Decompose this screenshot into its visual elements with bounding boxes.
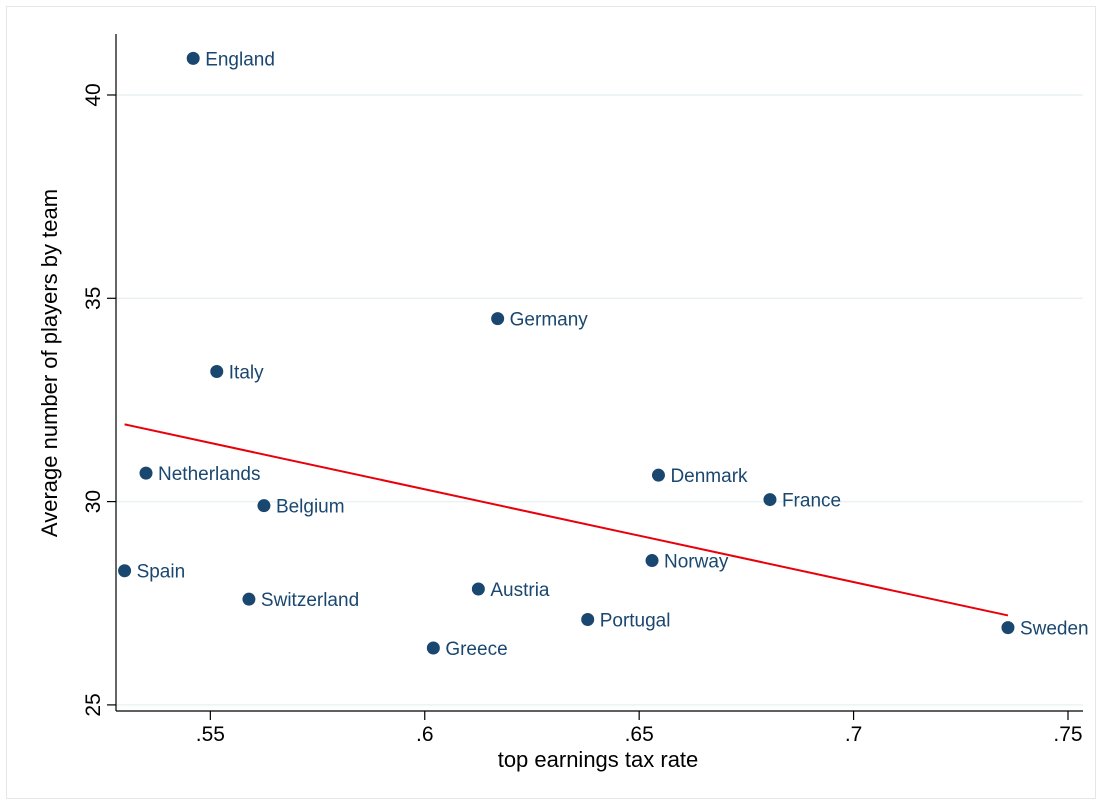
grid-lines bbox=[116, 94, 1083, 706]
data-point-label: France bbox=[782, 491, 841, 512]
data-point bbox=[645, 554, 659, 568]
y-tick-label: 35 bbox=[82, 287, 105, 310]
data-point-label: Austria bbox=[490, 580, 550, 601]
x-tick-label: .65 bbox=[625, 723, 654, 746]
data-point-label: Germany bbox=[510, 310, 589, 331]
data-point-label: Netherlands bbox=[158, 464, 260, 485]
x-axis-title: top earnings tax rate bbox=[498, 747, 699, 772]
chart-border bbox=[6, 6, 1096, 799]
data-point bbox=[581, 613, 595, 627]
data-point-label: Belgium bbox=[276, 497, 345, 518]
data-point-label: England bbox=[205, 49, 275, 70]
data-point bbox=[763, 493, 777, 507]
data-point-label: Switzerland bbox=[261, 590, 359, 611]
axes: 25 30 35 40 .55 .6 .65 .7 .75 bbox=[82, 34, 1083, 746]
data-point bbox=[210, 364, 224, 378]
data-point bbox=[471, 582, 485, 596]
y-tick-label: 40 bbox=[82, 83, 105, 106]
data-point bbox=[139, 466, 153, 480]
data-point bbox=[257, 499, 271, 513]
data-point bbox=[186, 51, 200, 65]
data-point bbox=[651, 468, 665, 482]
x-tick-label: .75 bbox=[1053, 723, 1082, 746]
fitted-line bbox=[124, 423, 1009, 617]
data-point bbox=[242, 592, 256, 606]
data-point bbox=[491, 312, 505, 326]
y-tick-label: 30 bbox=[82, 490, 105, 513]
data-point-label: Sweden bbox=[1020, 619, 1089, 640]
data-point-label: Portugal bbox=[600, 611, 671, 632]
data-points: England Germany Italy Netherlands Belgium Spa… bbox=[118, 49, 1089, 660]
data-point-label: Spain bbox=[137, 562, 186, 583]
data-point bbox=[426, 641, 440, 655]
y-tick-label: 25 bbox=[82, 693, 105, 716]
data-point-label: Italy bbox=[229, 362, 264, 383]
x-tick-label: .55 bbox=[196, 723, 225, 746]
data-point-label: Denmark bbox=[670, 466, 748, 487]
y-axis-title: Average number of players by team bbox=[37, 189, 62, 537]
fit-line-layer bbox=[124, 423, 1009, 617]
x-tick-label: .6 bbox=[416, 723, 434, 746]
data-point-label: Norway bbox=[664, 552, 729, 573]
x-tick-label: .7 bbox=[845, 723, 863, 746]
data-point bbox=[118, 564, 132, 578]
data-point bbox=[1001, 621, 1015, 635]
data-point-label: Greece bbox=[445, 639, 507, 660]
